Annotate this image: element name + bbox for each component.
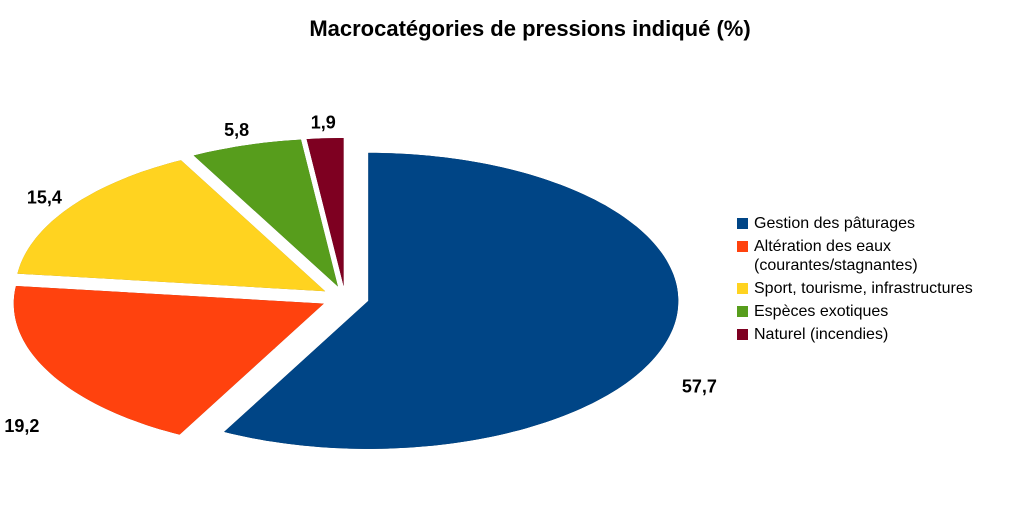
legend-swatch (737, 306, 748, 317)
data-label: 19,2 (4, 416, 39, 436)
data-label: 57,7 (682, 377, 717, 397)
legend-label: Naturel (incendies) (754, 326, 889, 343)
chart-title: Macrocatégories de pressions indiqué (%) (309, 16, 750, 41)
data-label: 1,9 (311, 112, 336, 132)
slice (193, 139, 338, 287)
data-label: 15,4 (27, 188, 62, 208)
legend-item: Espèces exotiques (737, 302, 1035, 321)
legend-item: Sport, tourisme, infrastructures (737, 279, 1035, 298)
legend-label: Gestion des pâturages (754, 215, 915, 232)
slice (17, 160, 326, 292)
legend-item: Naturel (incendies) (737, 325, 1035, 344)
legend-item: Altération des eaux (courantes/stagnante… (737, 237, 1035, 275)
slice (13, 286, 324, 435)
slice (306, 138, 344, 286)
legend-swatch (737, 329, 748, 340)
legend-swatch (737, 218, 748, 229)
legend-label: Espèces exotiques (754, 303, 889, 320)
legend-swatch (737, 283, 748, 294)
slice (224, 152, 679, 449)
legend-label: Sport, tourisme, infrastructures (754, 280, 973, 297)
data-label: 5,8 (224, 120, 249, 140)
legend-item: Gestion des pâturages (737, 214, 1035, 233)
legend-swatch (737, 241, 748, 252)
legend-label: Altération des eaux (courantes/stagnante… (754, 238, 918, 274)
legend: Gestion des pâturages Altération des eaux… (737, 214, 1035, 348)
